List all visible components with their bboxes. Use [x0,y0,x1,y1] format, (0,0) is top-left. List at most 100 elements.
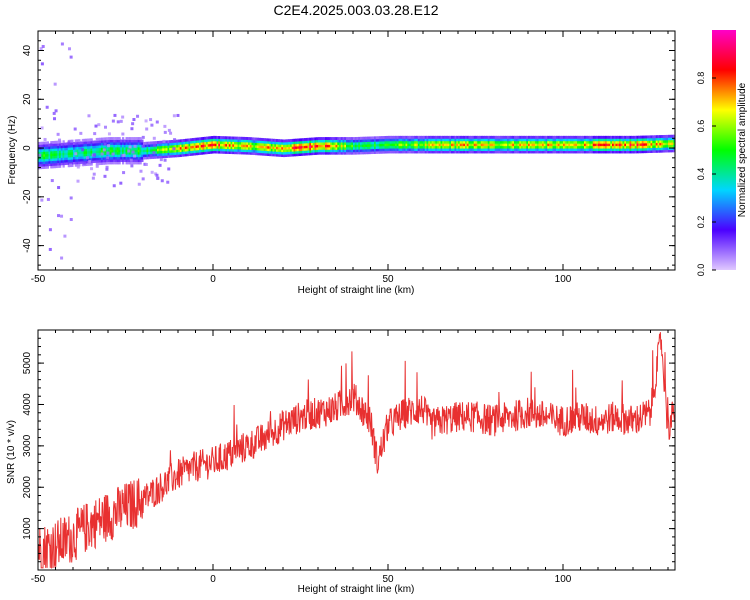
heat-cell [123,149,126,153]
heat-cell [293,153,296,157]
heat-cell [627,145,630,149]
heat-cell [372,141,375,145]
heat-cell [333,139,336,143]
heat-cell [622,148,625,151]
heat-cell [318,151,321,155]
heat-cell [242,141,245,145]
heat-cell [655,147,658,151]
heat-cell [335,141,338,145]
heat-cell [242,151,245,155]
heat-cell [578,135,581,139]
heat-cell [260,147,263,151]
heat-cell [78,153,81,157]
heat-cell [318,139,321,143]
heat-cell [613,143,616,147]
heat-cell [115,141,118,145]
heat-cell [130,137,133,141]
heat-cell [202,149,205,153]
heat-cell [503,145,506,149]
heat-cell [575,143,578,147]
heat-cell [575,140,578,144]
heat-cell [232,141,235,145]
heat-cell [272,141,275,145]
heat-cell [566,150,569,154]
heat-cell [62,147,65,151]
heat-cell [610,150,613,154]
heat-cell [298,138,301,142]
heat-cell [178,144,181,148]
heat-cell [214,145,217,149]
heat-cell [536,148,539,151]
heat-cell [223,150,226,154]
heat-cell [426,135,429,139]
heat-cell [337,146,340,150]
heat-cell [666,134,669,138]
heat-cell [480,148,483,151]
heat-cell [118,149,121,153]
heat-cell [276,141,279,145]
heat-cell [610,140,613,144]
heat-cell [52,145,55,149]
heat-cell [144,144,147,148]
heat-noise [60,42,64,46]
heat-cell [277,146,280,150]
heat-cell [515,138,518,142]
heat-cell [206,139,209,142]
heat-cell [634,145,637,149]
heat-cell [136,144,139,148]
heat-cell [134,139,137,143]
heat-cell [69,144,72,148]
heat-cell [95,140,98,144]
heat-cell [549,135,552,139]
heat-cell [571,148,574,151]
heat-cell [227,148,230,152]
heat-cell [473,143,476,147]
heat-cell [129,151,132,155]
heat-cell [379,150,382,154]
heat-cell [363,136,366,140]
heat-cell [655,144,658,148]
heat-cell [571,140,574,144]
heat-cell [477,138,480,142]
heat-cell [528,138,531,142]
heat-cell [414,140,417,144]
heat-cell [615,148,618,151]
heat-cell [419,145,422,149]
heat-cell [169,145,172,148]
heat-cell [85,158,88,162]
heat-cell [76,158,79,162]
heat-cell [447,140,450,144]
heat-cell [227,146,230,150]
heat-cell [519,143,522,147]
heat-cell [302,143,305,147]
heat-cell [332,149,335,153]
heat-cell [556,150,559,154]
heat-cell [498,135,501,139]
heat-cell [108,161,111,165]
heat-cell [57,162,60,166]
heat-cell [318,144,321,148]
heat-cell [528,140,531,144]
heat-cell [396,140,399,144]
heat-cell [186,141,189,144]
heat-cell [304,145,307,149]
heat-cell [106,154,109,158]
heat-cell [514,150,517,154]
heat-cell [347,146,350,150]
heat-cell [309,142,312,146]
heat-cell [622,140,625,144]
heat-cell [666,149,669,153]
heat-cell [500,140,503,144]
heat-cell [129,154,132,158]
heat-cell [367,139,370,142]
heat-cell [461,150,464,154]
heat-cell [55,157,58,161]
heat-cell [570,135,573,139]
heat-cell [141,149,144,153]
heat-cell [297,153,300,157]
heat-cell [330,139,333,143]
heat-cell [426,140,429,144]
heat-cell [533,148,536,151]
heat-cell [577,140,580,144]
heat-cell [347,149,350,153]
